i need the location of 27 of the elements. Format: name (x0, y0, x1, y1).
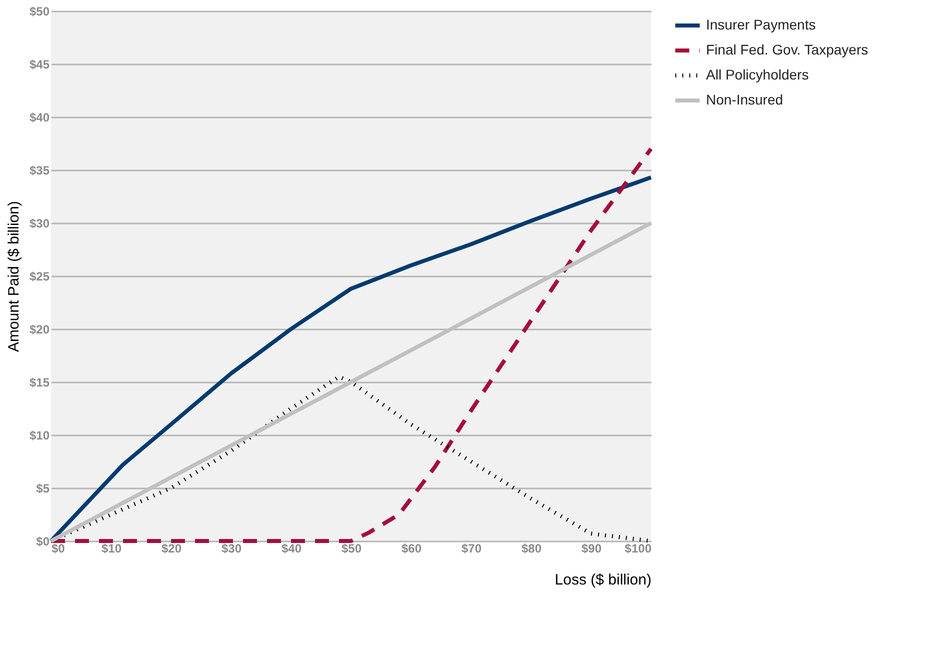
x-tick-label: $40 (281, 542, 302, 556)
x-tick-label: $70 (461, 542, 482, 556)
x-tick-label: $0 (52, 542, 66, 556)
x-tick-label: $50 (341, 542, 362, 556)
y-tick-label: $15 (29, 376, 50, 390)
x-tick-label: $20 (161, 542, 182, 556)
legend-label: Final Fed. Gov. Taxpayers (706, 42, 868, 58)
x-tick-label: $80 (521, 542, 542, 556)
y-tick-label: $40 (29, 110, 50, 124)
y-tick-label: $10 (29, 428, 50, 442)
x-tick-label: $30 (221, 542, 242, 556)
legend-label: All Policyholders (706, 66, 809, 82)
y-tick-label: $35 (29, 164, 50, 178)
y-tick-label: $20 (29, 322, 50, 336)
y-tick-label: $25 (29, 270, 50, 284)
y-tick-label: $30 (29, 216, 50, 230)
x-tick-label: $10 (101, 542, 122, 556)
legend-label: Non-Insured (706, 92, 784, 108)
y-tick-label: $5 (36, 482, 50, 496)
x-axis-title: Loss ($ billion) (554, 572, 652, 588)
x-tick-label: $60 (401, 542, 422, 556)
x-tick-label: $90 (581, 542, 602, 556)
legend-label: Insurer Payments (706, 16, 816, 32)
y-tick-label: $50 (29, 4, 50, 18)
y-axis-title: Amount Paid ($ billion) (5, 201, 22, 352)
y-tick-label: $45 (29, 58, 50, 72)
x-tick-label: $100 (624, 542, 652, 556)
